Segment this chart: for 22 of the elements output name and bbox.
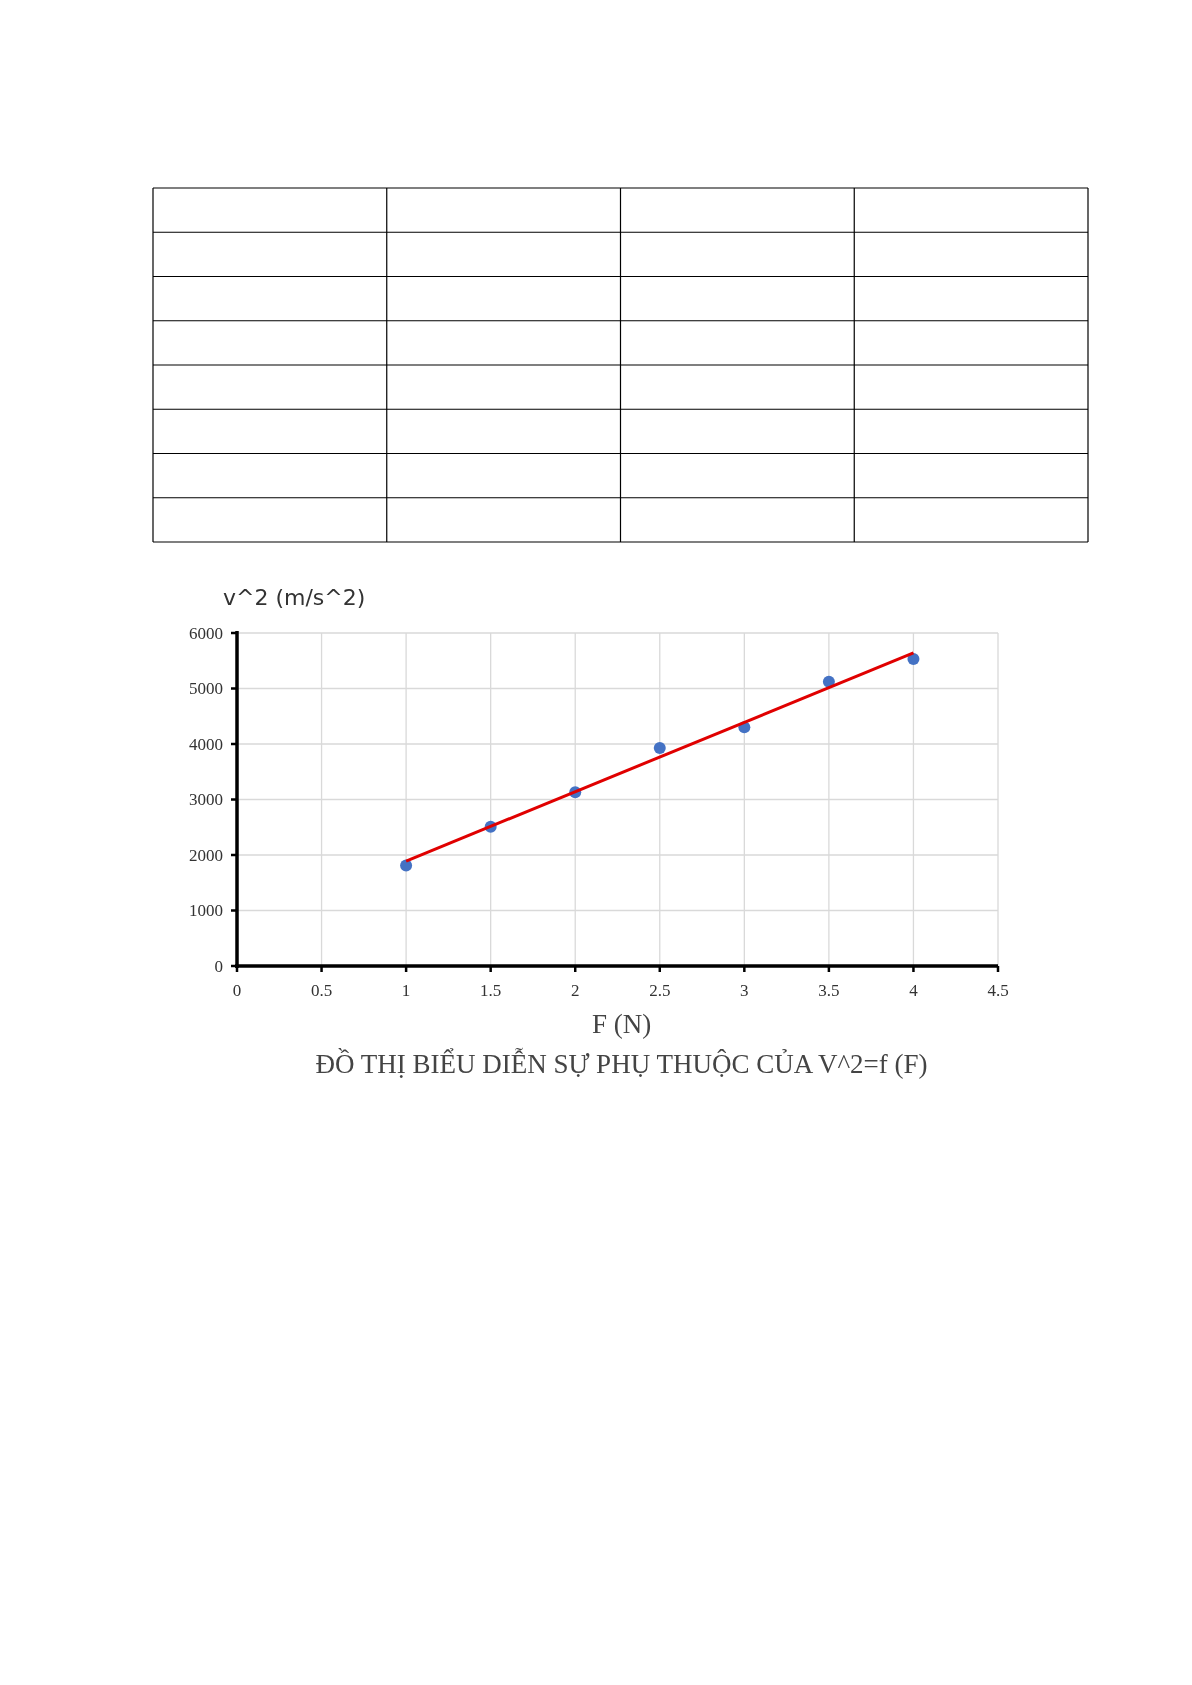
y-tick-label: 2000 xyxy=(189,845,223,865)
x-axis-title: F (N) xyxy=(591,1009,652,1039)
x-tick-label: 1.5 xyxy=(480,981,502,1000)
x-tick-label: 0 xyxy=(232,981,242,1000)
y-tick-label: 6000 xyxy=(189,623,223,643)
y-tick-label: 3000 xyxy=(189,790,223,810)
x-tick-label: 3 xyxy=(740,981,749,1000)
text: ĐỒ THỊ BIỂU DIỄN SỰ PHỤ THUỘC CỦA V^2=f (F) xyxy=(315,1047,928,1079)
y-tick-label: 0 xyxy=(214,956,223,976)
x-tick-label: 4 xyxy=(909,981,919,1000)
x-tick-label: 2 xyxy=(570,981,580,1000)
x-tick-label: 0.5 xyxy=(310,981,333,1000)
y-tick-label: 4000 xyxy=(189,734,223,754)
x-tick-label: 3.5 xyxy=(818,981,840,1000)
x-tick-label: 1 xyxy=(401,981,411,1000)
y-tick-label: 5000 xyxy=(189,679,223,699)
point xyxy=(653,741,666,754)
point xyxy=(400,859,413,872)
y-axis-title: v^2 (m/s^2) xyxy=(223,585,366,610)
x-tick-label: 2.5 xyxy=(649,981,671,1000)
x-tick-label: 4.5 xyxy=(987,981,1009,1000)
y-tick-label: 1000 xyxy=(189,901,223,921)
